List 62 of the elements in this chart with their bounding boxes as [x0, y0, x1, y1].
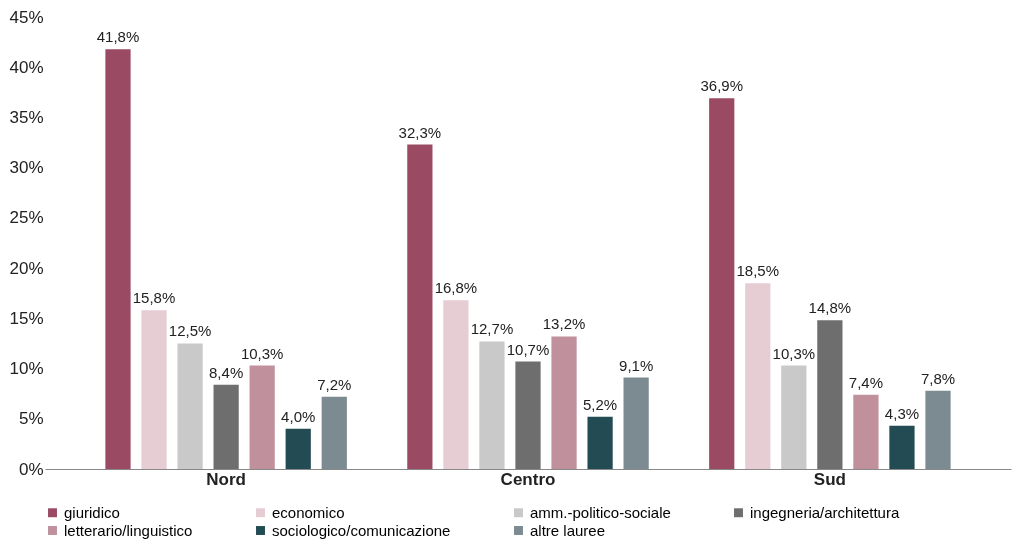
- y-tick-label: 0%: [18, 459, 44, 479]
- y-tick-label: 5%: [18, 409, 44, 429]
- legend-label: ingegneria/architettura: [750, 503, 900, 521]
- data-label: 5,2%: [582, 395, 618, 413]
- bar: [515, 361, 541, 469]
- y-tick-label: 40%: [9, 57, 44, 77]
- legend-label: economico: [272, 503, 345, 521]
- bar: [925, 390, 951, 469]
- bar: [479, 341, 505, 469]
- bar: [177, 343, 203, 469]
- y-tick-label: 25%: [9, 208, 44, 228]
- x-tick-label: Centro: [500, 469, 556, 489]
- bar: [249, 365, 275, 469]
- bar: [745, 283, 771, 469]
- bar: [709, 98, 735, 469]
- legend-label: letterario/linguistico: [64, 521, 193, 539]
- data-label: 4,0%: [281, 407, 316, 425]
- bar: [443, 300, 469, 469]
- y-tick-label: 20%: [9, 258, 44, 278]
- bar: [285, 428, 311, 469]
- data-label: 4,3%: [884, 404, 920, 422]
- y-tick-label: 30%: [9, 158, 44, 178]
- data-label: 15,8%: [132, 289, 176, 307]
- y-tick-label: 10%: [9, 359, 44, 379]
- legend-label: altre lauree: [530, 521, 606, 539]
- data-label: 10,3%: [240, 344, 284, 362]
- data-label: 13,2%: [542, 315, 586, 333]
- y-tick-label: 35%: [9, 107, 44, 127]
- bar: [853, 394, 879, 469]
- bar: [587, 416, 613, 469]
- data-label: 7,2%: [317, 375, 352, 393]
- data-label: 18,5%: [736, 262, 780, 280]
- data-label: 36,9%: [700, 77, 744, 95]
- data-label: 12,7%: [470, 320, 514, 338]
- bar: [551, 336, 577, 469]
- data-label: 41,8%: [96, 28, 140, 46]
- bar: [817, 320, 843, 469]
- data-label: 12,5%: [168, 322, 212, 340]
- legend-label: giuridico: [64, 503, 120, 521]
- bar: [623, 377, 649, 469]
- bar: [407, 144, 433, 469]
- data-label: 14,8%: [808, 299, 852, 317]
- data-label: 8,4%: [209, 363, 244, 381]
- data-label: 10,7%: [506, 340, 550, 358]
- data-label: 9,1%: [619, 356, 654, 374]
- bar: [141, 310, 167, 469]
- data-label: 32,3%: [398, 123, 442, 141]
- data-label: 7,4%: [848, 373, 884, 391]
- y-tick-label: 15%: [9, 308, 44, 328]
- y-tick-label: 45%: [9, 7, 44, 27]
- bar: [781, 365, 807, 469]
- legend-label: sociologico/comunicazione: [272, 521, 451, 539]
- bar: [321, 396, 347, 469]
- legend-label: amm.-politico-sociale: [530, 503, 671, 521]
- data-label: 16,8%: [434, 279, 478, 297]
- data-label: 7,8%: [920, 369, 956, 387]
- x-tick-label: Nord: [206, 469, 246, 489]
- data-label: 10,3%: [772, 344, 816, 362]
- x-tick-label: Sud: [813, 469, 846, 489]
- bar: [213, 384, 239, 469]
- bar: [105, 49, 131, 469]
- bar: [889, 425, 915, 469]
